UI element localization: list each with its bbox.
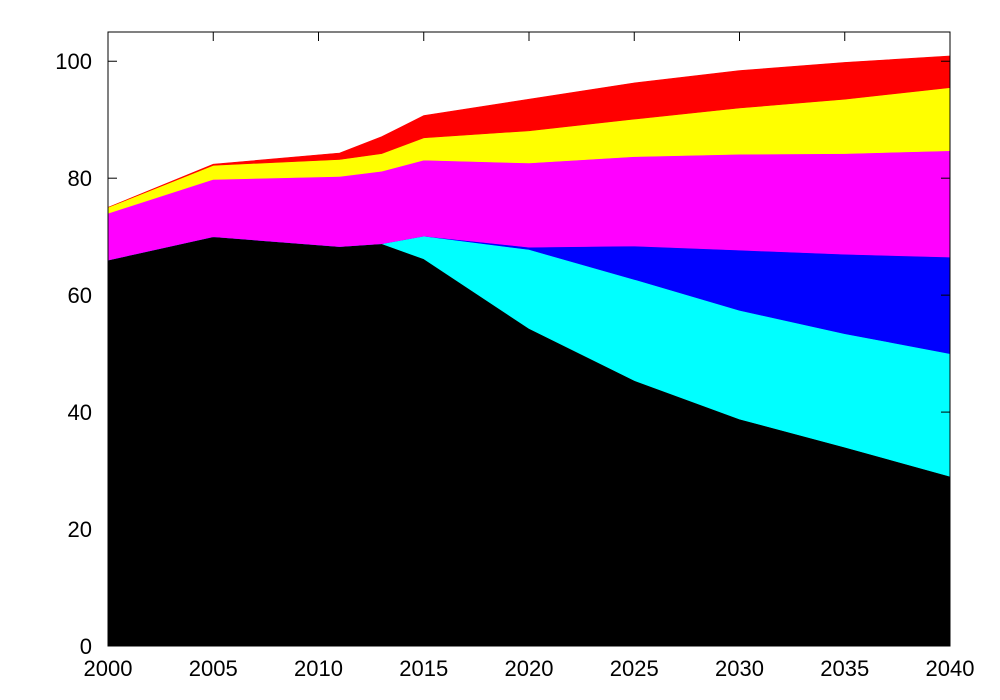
y-tick-label: 40 (68, 400, 92, 425)
x-tick-label: 2035 (820, 656, 869, 681)
axes: 2000 2005 2010 2015 2020 2025 2030 2035 20400204… (55, 31, 975, 681)
y-tick-label: 0 (80, 634, 92, 659)
x-tick-label: 2005 (189, 656, 238, 681)
x-tick-label: 2025 (610, 656, 659, 681)
x-tick-label: 2040 (926, 656, 975, 681)
y-tick-label: 100 (55, 49, 92, 74)
x-tick-label: 2000 (84, 656, 133, 681)
x-tick-label: 2030 (715, 656, 764, 681)
x-tick-label: 2020 (505, 656, 554, 681)
y-tick-label: 20 (68, 517, 92, 542)
x-tick-label: 2015 (399, 656, 448, 681)
y-tick-label: 80 (68, 166, 92, 191)
series-areas (107, 55, 951, 647)
y-tick-label: 60 (68, 283, 92, 308)
x-tick-label: 2010 (294, 656, 343, 681)
